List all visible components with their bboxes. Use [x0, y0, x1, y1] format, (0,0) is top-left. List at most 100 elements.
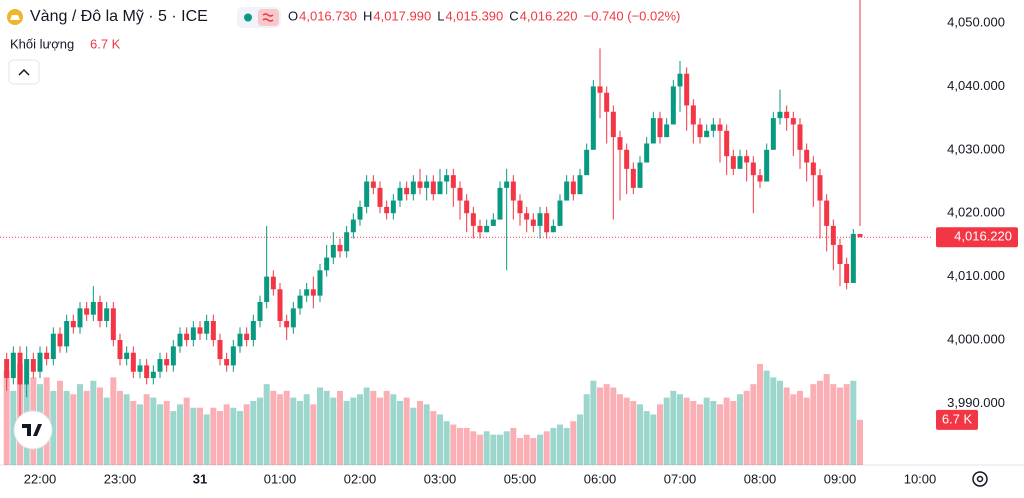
candle-body	[437, 181, 443, 195]
volume-bar	[443, 421, 450, 465]
candle-body	[397, 187, 403, 201]
candle-body	[510, 181, 516, 201]
candle-body	[717, 124, 723, 131]
legend-key: H	[363, 8, 372, 23]
candle-body	[497, 187, 503, 220]
candle-body	[297, 295, 303, 309]
settings-icon[interactable]	[972, 471, 988, 487]
candle-body	[577, 175, 583, 195]
volume-bar	[290, 397, 297, 465]
candle-body	[50, 333, 56, 360]
candle-body	[844, 263, 850, 283]
volume-bar	[603, 384, 610, 465]
y-tick-label: 3,990.000	[947, 395, 1005, 410]
candle-body	[650, 118, 656, 144]
volume-bar	[577, 414, 583, 465]
candle-body	[304, 289, 310, 296]
y-tick-label: 4,000.000	[947, 331, 1005, 346]
candle-body	[44, 352, 50, 360]
volume-bar	[103, 397, 110, 465]
candle-body	[530, 219, 536, 226]
candle-body	[4, 359, 10, 379]
volume-bar	[203, 414, 210, 465]
candle-body	[604, 92, 610, 112]
collapse-button[interactable]	[8, 59, 40, 85]
volume-bar	[503, 431, 510, 465]
y-tick-label: 4,040.000	[947, 78, 1005, 93]
candle-body	[450, 175, 456, 188]
volume-bar	[837, 387, 843, 465]
plot-area: 3,990.000 4,000.000 4,010.000 4,020.000 4,03…	[0, 0, 1024, 486]
candle-body	[724, 130, 730, 157]
volume-tag-label: 6.7 K	[942, 411, 973, 426]
candle-body	[177, 333, 183, 347]
candle-body	[730, 156, 736, 169]
volume-bar	[137, 404, 143, 465]
volume-bar	[490, 434, 497, 465]
candle-body	[817, 175, 823, 201]
candle-body	[584, 149, 590, 176]
candle-body	[857, 233, 863, 238]
tv-logo[interactable]	[13, 410, 53, 450]
volume-bar	[697, 404, 703, 465]
volume-bar	[317, 387, 323, 465]
candle-body	[317, 270, 323, 296]
candle-body	[37, 352, 43, 372]
volume-bar	[590, 380, 597, 465]
candle-body	[737, 156, 743, 169]
ohlc-legend: O 4,016.730 H 4,017.990 L 4,015.390 C 4,016.220…	[288, 8, 680, 23]
legend-change: −0.740 (−0.02%)	[584, 8, 681, 23]
volume-bar	[10, 390, 17, 465]
candle-body	[564, 181, 570, 201]
candle-body	[377, 187, 383, 207]
candle-body	[610, 111, 616, 138]
candle-body	[517, 200, 523, 214]
volume-bar	[83, 390, 90, 465]
candle-body	[777, 111, 783, 119]
candle-body	[157, 359, 163, 372]
volume-bar	[817, 380, 823, 465]
volume-bar	[117, 390, 123, 465]
volume-bar	[470, 431, 477, 465]
volume-bar	[643, 411, 650, 465]
candle-body	[57, 333, 63, 347]
volume-bar	[197, 407, 203, 465]
volume-bar	[450, 424, 457, 465]
delay-icon	[262, 13, 274, 22]
volume-bar	[357, 394, 363, 465]
candle-body	[464, 200, 470, 214]
candle-body	[390, 200, 396, 214]
volume-bar	[670, 390, 677, 465]
volume-bar	[630, 400, 637, 465]
volume-bar	[97, 387, 103, 465]
symbol-title: Vàng / Đô la Mỹ · 5 · ICE	[30, 8, 208, 25]
volume-bar	[177, 404, 183, 465]
candle-body	[277, 289, 283, 322]
volume-bar	[483, 431, 490, 465]
volume-bar	[150, 397, 157, 465]
x-tick-label: 23:00	[104, 471, 137, 486]
volume-bar	[457, 427, 463, 465]
volume-bar	[737, 394, 743, 465]
volume-bar	[710, 400, 717, 465]
volume-bar	[423, 404, 430, 465]
candle-body	[697, 124, 703, 138]
candle-body	[330, 244, 336, 258]
volume-bar	[3, 370, 10, 465]
candle-body	[690, 105, 696, 125]
candle-body	[290, 308, 296, 328]
legend-value: 4,015.390	[445, 8, 503, 23]
volume-bar	[343, 400, 350, 465]
candle-body	[357, 206, 363, 220]
candle-body	[504, 181, 510, 188]
candle-body	[684, 73, 690, 106]
volume-bar	[417, 400, 423, 465]
candle-body	[617, 137, 623, 150]
candle-body	[104, 308, 110, 322]
candle-body	[644, 143, 650, 163]
candle-body	[310, 289, 316, 296]
volume-bar	[477, 434, 483, 465]
last-price-label: 4,016.220	[954, 229, 1012, 244]
volume-bar	[510, 427, 517, 465]
candle-body	[324, 257, 330, 271]
